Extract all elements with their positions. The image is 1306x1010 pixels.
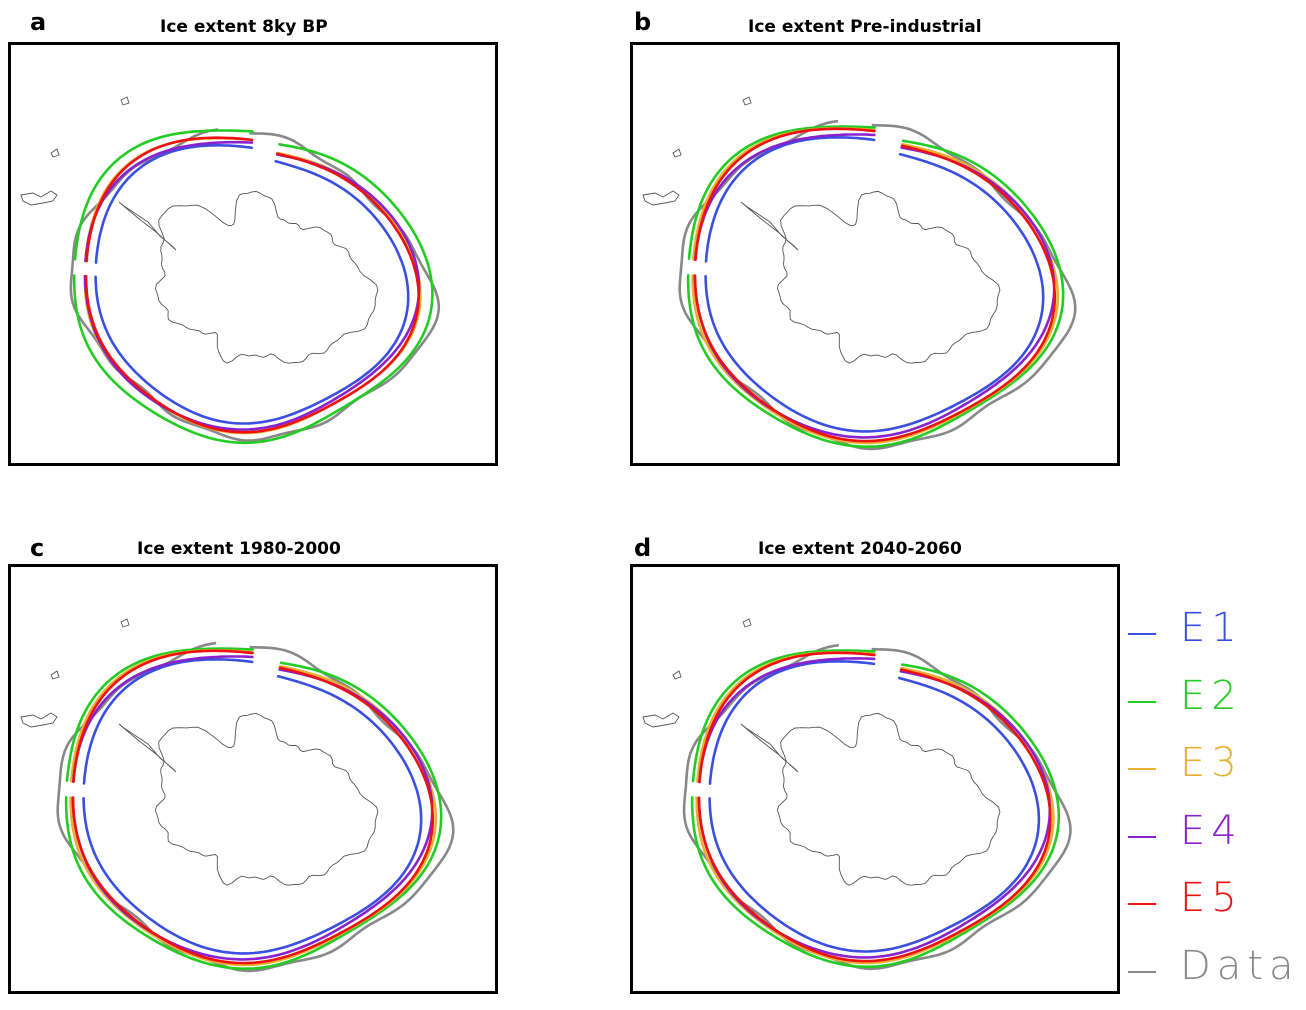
series-e5-ice-edge-west [74, 651, 253, 782]
series-e2-ice-edge-east [688, 141, 1063, 447]
map-panel-d [630, 564, 1120, 994]
map-panel-a [8, 42, 498, 466]
legend-label-e3: E3 [1180, 743, 1243, 783]
series-e5-ice-edge-west [696, 129, 875, 260]
legend-swatch-e3 [1128, 768, 1156, 770]
legend-label-e1: E1 [1180, 608, 1243, 648]
map-svg [633, 567, 1120, 994]
antarctica-coastline [155, 191, 378, 363]
map-svg [11, 567, 498, 994]
legend-swatch-e5 [1128, 903, 1156, 905]
series-e1-ice-edge-east [706, 154, 1044, 431]
series-data-ice-edge [680, 121, 1075, 449]
legend-label-e2: E2 [1180, 676, 1243, 716]
map-panel-b [630, 42, 1120, 466]
panel-letter-a: a [30, 10, 46, 34]
legend-swatch-data [1128, 971, 1156, 973]
antarctica-coastline [155, 713, 378, 885]
legend-label-e4: E4 [1180, 811, 1243, 851]
map-svg [11, 45, 498, 466]
series-e1-ice-edge-east [710, 678, 1039, 952]
series-e5-ice-edge-west [87, 138, 252, 261]
south-america-coastline [643, 619, 751, 727]
series-e2-ice-edge-east [66, 663, 441, 969]
antarctica-coastline [777, 713, 1000, 885]
legend-swatch-e2 [1128, 701, 1156, 703]
panel-title-a: Ice extent 8ky BP [160, 19, 328, 36]
series-e1-ice-edge-east [96, 161, 409, 423]
map-svg [633, 45, 1120, 466]
legend-item-e4: E4 [1125, 808, 1300, 876]
series-e1-ice-edge-west [710, 661, 874, 783]
series-e1-ice-edge-west [96, 145, 252, 262]
panel-title-c: Ice extent 1980-2000 [137, 541, 341, 558]
series-e2-ice-edge-east [692, 665, 1059, 967]
series-data-ice-edge [58, 643, 454, 971]
legend-item-e5: E5 [1125, 875, 1300, 943]
series-data-ice-edge [684, 645, 1070, 969]
panel-letter-b: b [634, 10, 651, 34]
panel-title-d: Ice extent 2040-2060 [758, 541, 962, 558]
legend-item-e1: E1 [1125, 605, 1300, 673]
legend-item-e2: E2 [1125, 673, 1300, 741]
south-america-coastline [21, 619, 129, 727]
legend-swatch-e4 [1128, 836, 1156, 838]
south-america-coastline [643, 97, 751, 205]
series-e3-ice-edge-west [71, 650, 252, 781]
series-e1-ice-edge-east [84, 676, 422, 953]
legend-label-e5: E5 [1180, 878, 1243, 918]
panel-letter-c: c [30, 536, 44, 560]
series-e3-ice-edge-west [693, 128, 874, 259]
panel-title-b: Ice extent Pre-industrial [748, 19, 982, 36]
legend-item-e3: E3 [1125, 740, 1300, 808]
legend: E1 E2 E3 E4 E5 Data [1125, 605, 1300, 1010]
panel-letter-d: d [634, 536, 651, 560]
series-e2-ice-edge-east [74, 144, 432, 443]
legend-item-data: Data [1125, 943, 1300, 1010]
legend-label-data: Data [1180, 946, 1300, 986]
map-panel-c [8, 564, 498, 994]
antarctica-coastline [777, 191, 1000, 363]
legend-swatch-e1 [1128, 633, 1156, 635]
series-e3-ice-edge-west [85, 138, 252, 261]
